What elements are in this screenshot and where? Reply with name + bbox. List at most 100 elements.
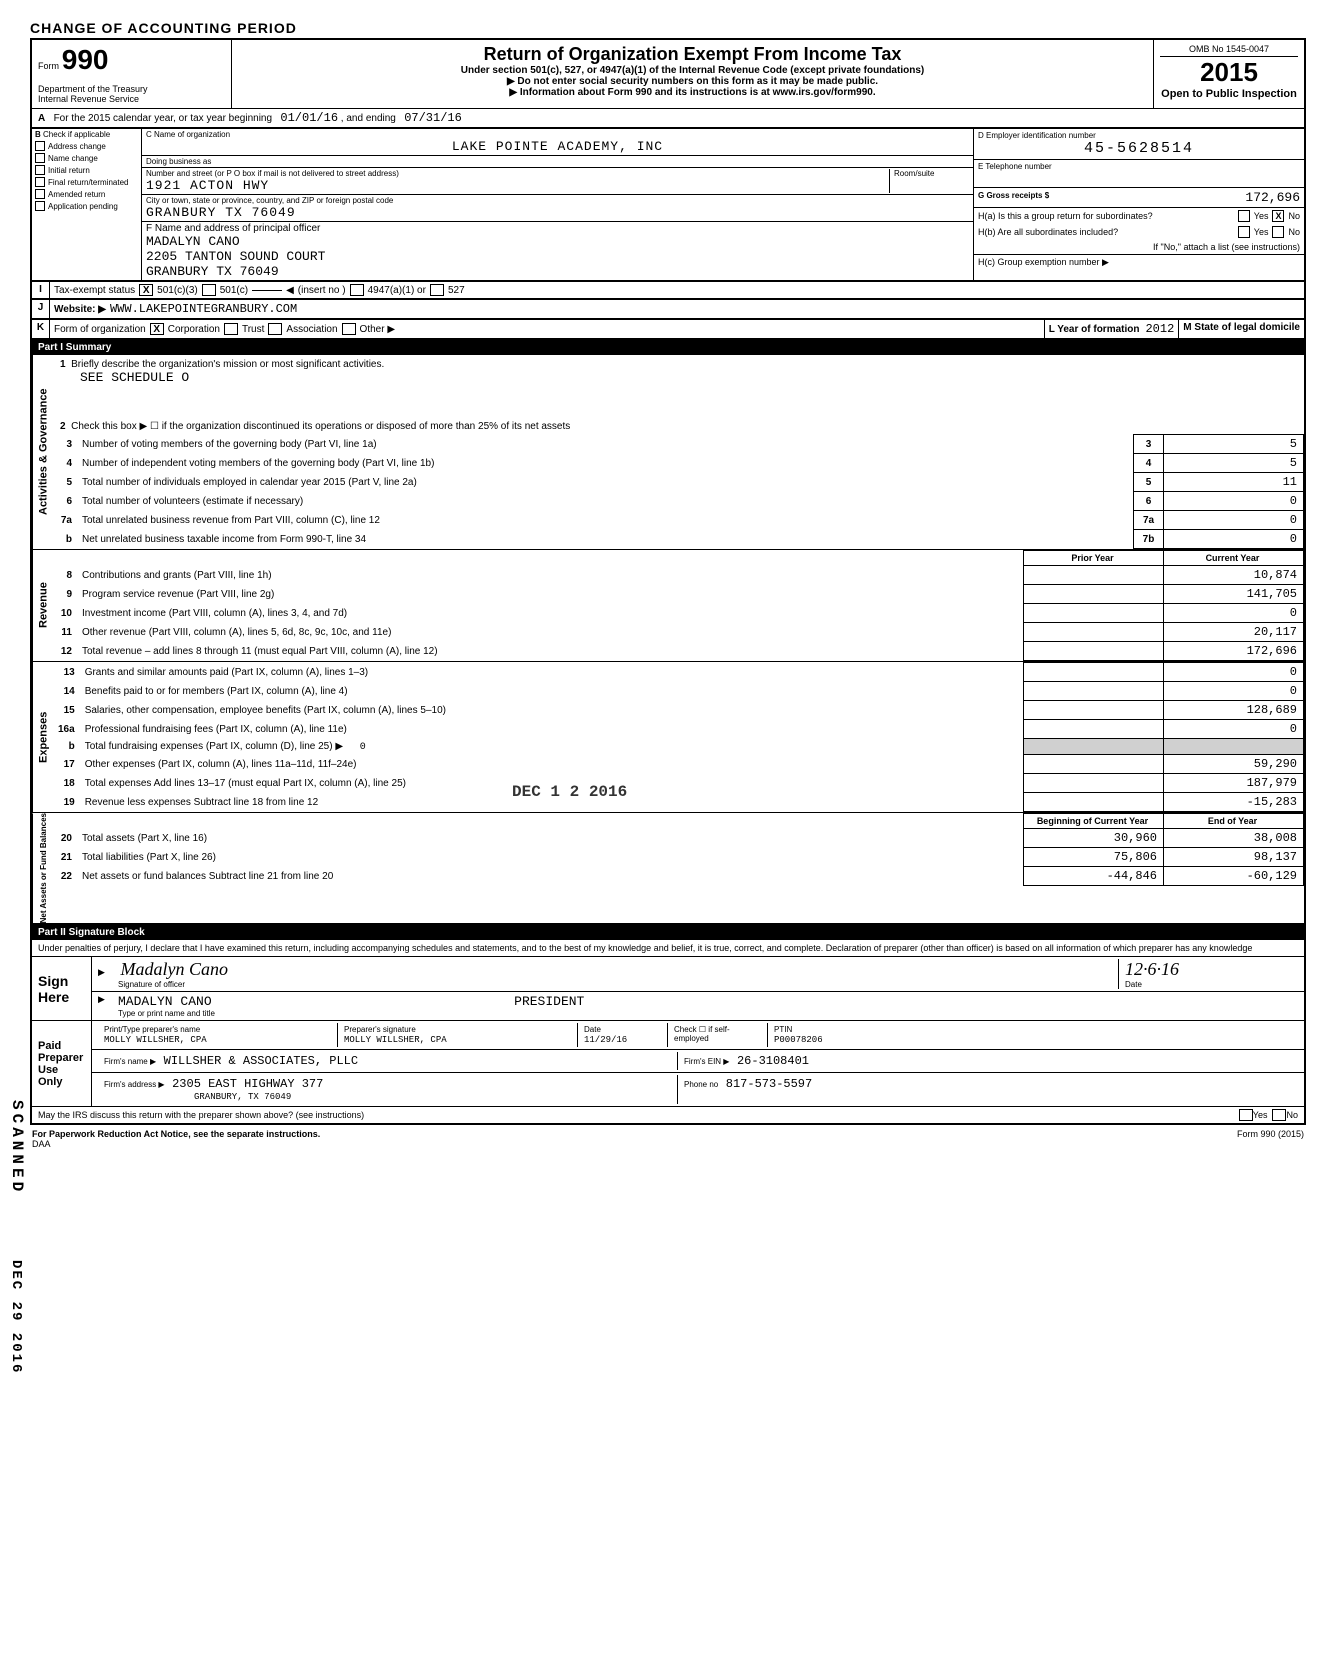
section-bcd: B Check if applicable Address change Nam… bbox=[30, 129, 1306, 282]
row-j-lbl: Website: ▶ bbox=[54, 304, 106, 315]
l16ac: 0 bbox=[1164, 720, 1304, 739]
row-a-mid: , and ending bbox=[341, 113, 396, 124]
chk-501c[interactable] bbox=[202, 284, 216, 296]
officer-signature: Madalyn Cano bbox=[121, 959, 229, 979]
firm-addr-lbl: Firm's address ▶ bbox=[104, 1080, 165, 1089]
l4v: 5 bbox=[1164, 454, 1304, 473]
l10c: 0 bbox=[1164, 604, 1304, 623]
hb-no-box[interactable] bbox=[1272, 226, 1284, 238]
year-formation: 2012 bbox=[1145, 322, 1174, 336]
hb-note: If "No," attach a list (see instructions… bbox=[1153, 242, 1300, 252]
l7b: Net unrelated business taxable income fr… bbox=[78, 530, 1134, 549]
phone-lbl: Phone no bbox=[684, 1080, 718, 1089]
chk-initial-return[interactable]: Initial return bbox=[32, 164, 141, 176]
top-notice: CHANGE OF ACCOUNTING PERIOD bbox=[30, 20, 1306, 36]
chk-name-change[interactable]: Name change bbox=[32, 152, 141, 164]
part1-body: Activities & Governance 1 Briefly descri… bbox=[30, 355, 1306, 925]
l21e: 98,137 bbox=[1164, 848, 1304, 867]
l13c: 0 bbox=[1164, 663, 1304, 682]
l22e: -60,129 bbox=[1164, 867, 1304, 886]
l9: Program service revenue (Part VIII, line… bbox=[78, 585, 1024, 604]
city: GRANBURY TX 76049 bbox=[146, 205, 969, 220]
ha-yes-box[interactable] bbox=[1238, 210, 1250, 222]
prep-name: MOLLY WILLSHER, CPA bbox=[104, 1035, 207, 1045]
chk-address-change[interactable]: Address change bbox=[32, 140, 141, 152]
chk-final-return[interactable]: Final return/terminated bbox=[32, 176, 141, 188]
gross-lbl: G Gross receipts $ bbox=[978, 191, 1049, 200]
ha-lbl: H(a) Is this a group return for subordin… bbox=[978, 211, 1153, 221]
part2-header: Part II Signature Block bbox=[30, 925, 1306, 940]
row-l-lbl: L Year of formation bbox=[1049, 324, 1140, 335]
l4: Number of independent voting members of … bbox=[78, 454, 1134, 473]
city-lbl: City or town, state or province, country… bbox=[146, 196, 969, 205]
chk-trust[interactable] bbox=[224, 323, 238, 335]
prep-date: 11/29/16 bbox=[584, 1035, 627, 1045]
l18c: 187,979 bbox=[1164, 774, 1304, 793]
chk-other[interactable] bbox=[342, 323, 356, 335]
gross-val: 172,696 bbox=[1245, 190, 1300, 205]
addr: 1921 ACTON HWY bbox=[146, 178, 889, 193]
ptin-lbl: PTIN bbox=[774, 1025, 1292, 1034]
l21: Total liabilities (Part X, line 26) bbox=[78, 848, 1024, 867]
paid-prep-lbl: Paid Preparer Use Only bbox=[32, 1021, 92, 1106]
col-b-hdr: Check if applicable bbox=[43, 130, 110, 139]
footer-left: For Paperwork Reduction Act Notice, see … bbox=[32, 1129, 320, 1139]
check-se-lbl: Check ☐ if self-employed bbox=[674, 1025, 761, 1043]
chk-assoc[interactable] bbox=[268, 323, 282, 335]
l20e: 38,008 bbox=[1164, 829, 1304, 848]
chk-corp[interactable]: X bbox=[150, 323, 164, 335]
hb-yes-box[interactable] bbox=[1238, 226, 1250, 238]
officer-addr2: GRANBURY TX 76049 bbox=[146, 264, 969, 279]
chk-527[interactable] bbox=[430, 284, 444, 296]
hc-lbl: H(c) Group exemption number ▶ bbox=[978, 257, 1109, 268]
col-b: B Check if applicable Address change Nam… bbox=[32, 129, 142, 280]
l7bv: 0 bbox=[1164, 530, 1304, 549]
l10: Investment income (Part VIII, column (A)… bbox=[78, 604, 1024, 623]
row-a: A For the 2015 calendar year, or tax yea… bbox=[30, 109, 1306, 129]
ein: 45-5628514 bbox=[978, 140, 1300, 157]
l20: Total assets (Part X, line 16) bbox=[78, 829, 1024, 848]
chk-4947[interactable] bbox=[350, 284, 364, 296]
row-i-lbl: Tax-exempt status bbox=[54, 285, 135, 296]
date-lbl: Date bbox=[1125, 980, 1298, 989]
phone: 817-573-5597 bbox=[726, 1077, 812, 1091]
form-note2: ▶ Information about Form 990 and its ins… bbox=[238, 87, 1147, 98]
boc-hdr: Beginning of Current Year bbox=[1024, 814, 1164, 829]
side-netassets: Net Assets or Fund Balances bbox=[32, 813, 54, 923]
chk-app-pending[interactable]: Application pending bbox=[32, 200, 141, 212]
row-a-label: For the 2015 calendar year, or tax year … bbox=[54, 113, 272, 124]
discuss-yes-box[interactable] bbox=[1239, 1109, 1253, 1121]
form-note1: ▶ Do not enter social security numbers o… bbox=[238, 76, 1147, 87]
form-number: 990 bbox=[62, 44, 109, 75]
dec-stamp: DEC 29 2016 bbox=[8, 1260, 24, 1374]
firm-ein-lbl: Firm's EIN ▶ bbox=[684, 1057, 729, 1066]
row-kl: K Form of organization XCorporation Trus… bbox=[30, 320, 1306, 340]
row-m-lbl: M State of legal domicile bbox=[1183, 322, 1300, 333]
form-year: 2015 bbox=[1160, 57, 1298, 88]
sign-here-lbl: Sign Here bbox=[32, 957, 92, 1020]
sig-lbl: Signature of officer bbox=[118, 980, 1118, 989]
officer-name: MADALYN CANO bbox=[146, 234, 969, 249]
firm-ein: 26-3108401 bbox=[737, 1054, 809, 1068]
form-header: Form 990 Department of the Treasury Inte… bbox=[30, 38, 1306, 109]
l3v: 5 bbox=[1164, 435, 1304, 454]
footer-right: Form 990 (2015) bbox=[1237, 1129, 1304, 1149]
l5v: 11 bbox=[1164, 473, 1304, 492]
chk-amended[interactable]: Amended return bbox=[32, 188, 141, 200]
sig-date: 12·6·16 bbox=[1125, 959, 1179, 979]
l7av: 0 bbox=[1164, 511, 1304, 530]
received-stamp: DEC 1 2 2016 bbox=[512, 783, 627, 801]
chk-501c3[interactable]: X bbox=[139, 284, 153, 296]
form-subtitle: Under section 501(c), 527, or 4947(a)(1)… bbox=[238, 65, 1147, 76]
scanned-stamp: SCANNED bbox=[8, 1100, 26, 1195]
l8: Contributions and grants (Part VIII, lin… bbox=[78, 566, 1024, 585]
inspection: Open to Public Inspection bbox=[1160, 88, 1298, 100]
prior-hdr: Prior Year bbox=[1024, 551, 1164, 566]
ha-no-box[interactable]: X bbox=[1272, 210, 1284, 222]
l5: Total number of individuals employed in … bbox=[78, 473, 1134, 492]
name-lbl: Type or print name and title bbox=[118, 1009, 1298, 1018]
sig-block: Under penalties of perjury, I declare th… bbox=[30, 940, 1306, 1125]
tel-lbl: E Telephone number bbox=[978, 162, 1300, 171]
discuss-no-box[interactable] bbox=[1272, 1109, 1286, 1121]
period-end: 07/31/16 bbox=[404, 111, 462, 125]
